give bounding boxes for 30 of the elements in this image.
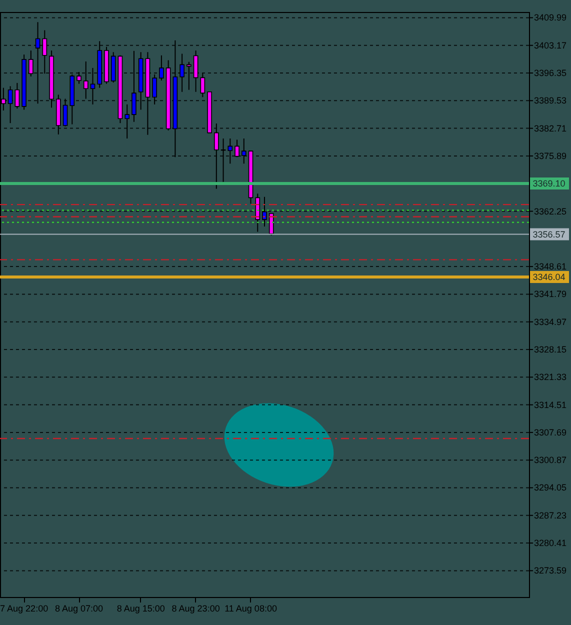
- y-tick-label: 3382.71: [534, 123, 567, 134]
- y-tick-label: 3396.35: [534, 68, 567, 78]
- y-tick-label: 3348.61: [534, 262, 567, 272]
- y-tick-label: 3409.99: [534, 12, 567, 23]
- x-tick-label: 8 Aug 23:00: [172, 604, 220, 614]
- y-tick-label: 3273.59: [534, 566, 567, 576]
- x-tick-label: 7 Aug 22:00: [0, 604, 48, 614]
- y-tick-label: 3294.05: [534, 482, 567, 493]
- y-tick-label: 3375.89: [534, 150, 567, 161]
- y-tick-label: 3314.51: [534, 400, 567, 410]
- x-tick-label: 11 Aug 08:00: [224, 604, 277, 614]
- y-tick-label: 3307.69: [534, 427, 567, 438]
- ref-line-label: 3369.10: [532, 178, 566, 188]
- x-tick-label: 8 Aug 07:00: [54, 604, 104, 614]
- x-tick-label: 8 Aug 15:00: [116, 604, 165, 614]
- candlestick: [255, 193, 260, 232]
- y-tick-label: 3341.79: [534, 289, 567, 300]
- y-tick-label: 3328.15: [534, 344, 567, 354]
- ref-line-label: 3356.57: [532, 229, 566, 240]
- y-tick-label: 3389.53: [534, 96, 567, 106]
- candlestick: [159, 54, 164, 82]
- y-tick-label: 3362.25: [534, 206, 567, 216]
- y-tick-label: 3280.41: [534, 538, 567, 548]
- y-tick-label: 3321.33: [534, 372, 567, 382]
- y-tick-label: 3287.23: [534, 510, 567, 520]
- candlestick: [14, 82, 20, 109]
- y-tick-label: 3300.87: [534, 455, 567, 466]
- y-tick-label: 3403.17: [534, 40, 567, 50]
- ref-line-label: 3346.04: [532, 272, 566, 282]
- y-tick-label: 3334.97: [534, 316, 567, 327]
